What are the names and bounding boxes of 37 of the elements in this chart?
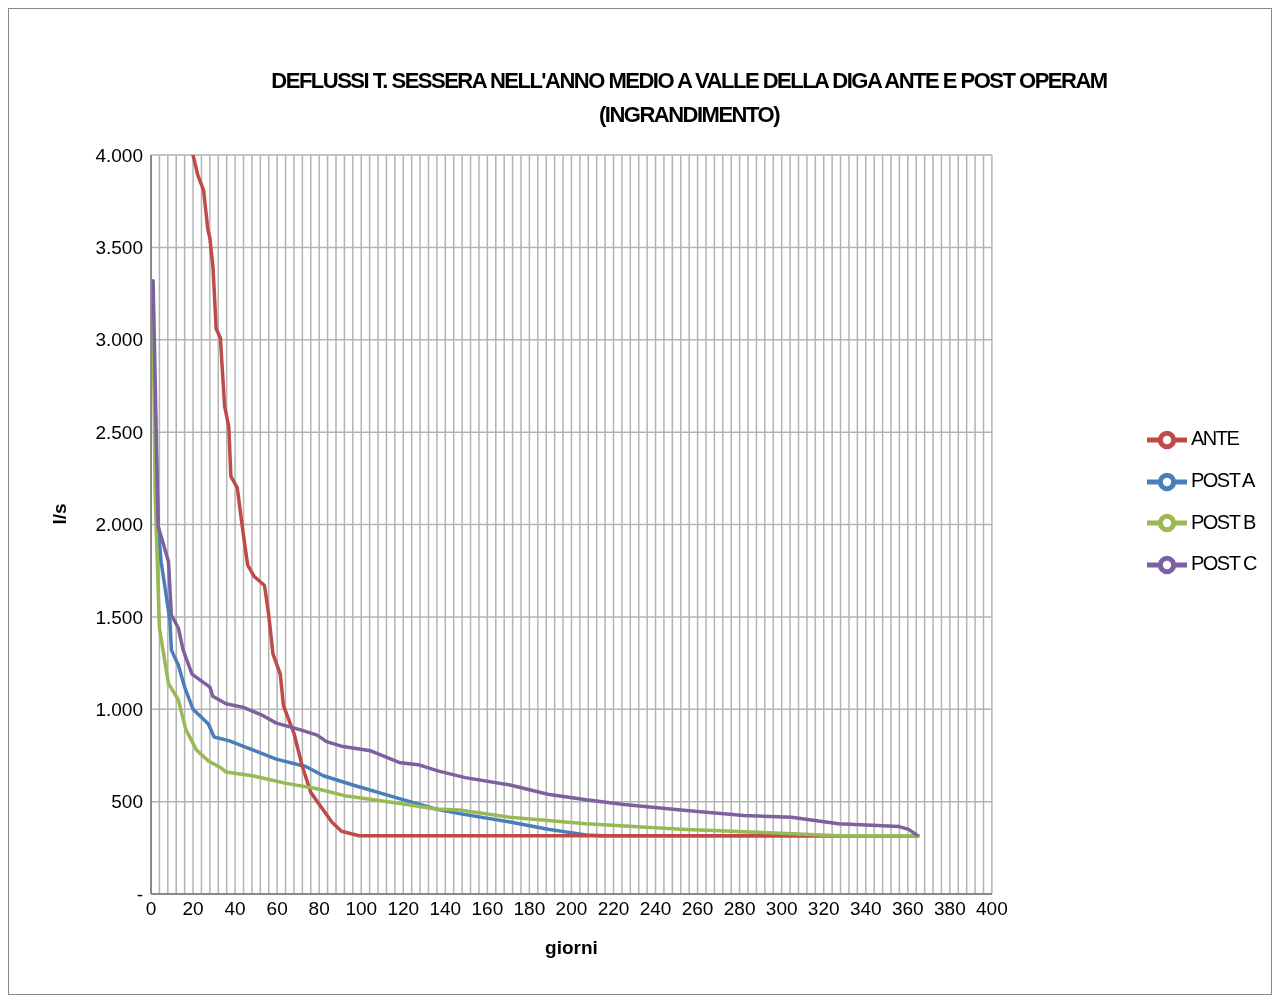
y-tick-label: 4.000 (95, 144, 143, 166)
x-tick-label: 280 (723, 898, 756, 920)
x-tick-label: 100 (345, 898, 378, 920)
x-tick-label: 380 (934, 898, 966, 920)
x-tick-label: 0 (145, 898, 157, 920)
legend-label: POST B (1190, 510, 1255, 533)
x-tick-label: 320 (807, 898, 840, 920)
x-tick-label: 360 (891, 898, 924, 920)
y-tick-label: 2.000 (95, 514, 143, 536)
legend-label: POST A (1190, 468, 1254, 491)
x-tick-label: 60 (266, 898, 288, 920)
x-tick-label: 40 (224, 898, 246, 920)
y-tick-label: - (136, 883, 143, 905)
y-tick-label: 2.500 (95, 421, 143, 443)
y-axis-title: l/s (48, 503, 70, 525)
x-tick-label: 140 (429, 898, 462, 920)
chart-title: DEFLUSSI T. SESSERA NELL'ANNO MEDIO A VALLE DELLA DIGA ANTE E POST OPERAM (INGRANDIMENTO) (270, 67, 1108, 129)
x-tick-label: 400 (976, 898, 1008, 920)
y-tick-label: 1.000 (95, 698, 143, 720)
legend-label: POST C (1190, 552, 1256, 575)
x-tick-label: 240 (639, 898, 672, 920)
x-tick-label: 260 (681, 898, 714, 920)
legend-label: ANTE (1190, 427, 1239, 450)
x-tick-label: 300 (765, 898, 798, 920)
y-tick-label: 1.500 (95, 606, 143, 628)
y-tick-label: 3.000 (95, 329, 143, 351)
x-tick-label: 20 (182, 898, 204, 920)
x-tick-label: 200 (555, 898, 588, 920)
y-tick-label: 500 (111, 791, 143, 813)
x-tick-label: 160 (471, 898, 504, 920)
x-tick-label: 120 (387, 898, 420, 920)
x-axis-title: giorni (545, 937, 598, 958)
x-tick-label: 80 (308, 898, 330, 920)
x-tick-label: 340 (849, 898, 882, 920)
y-tick-label: 3.500 (95, 237, 143, 259)
x-tick-label: 220 (597, 898, 630, 920)
x-tick-label: 180 (513, 898, 546, 920)
